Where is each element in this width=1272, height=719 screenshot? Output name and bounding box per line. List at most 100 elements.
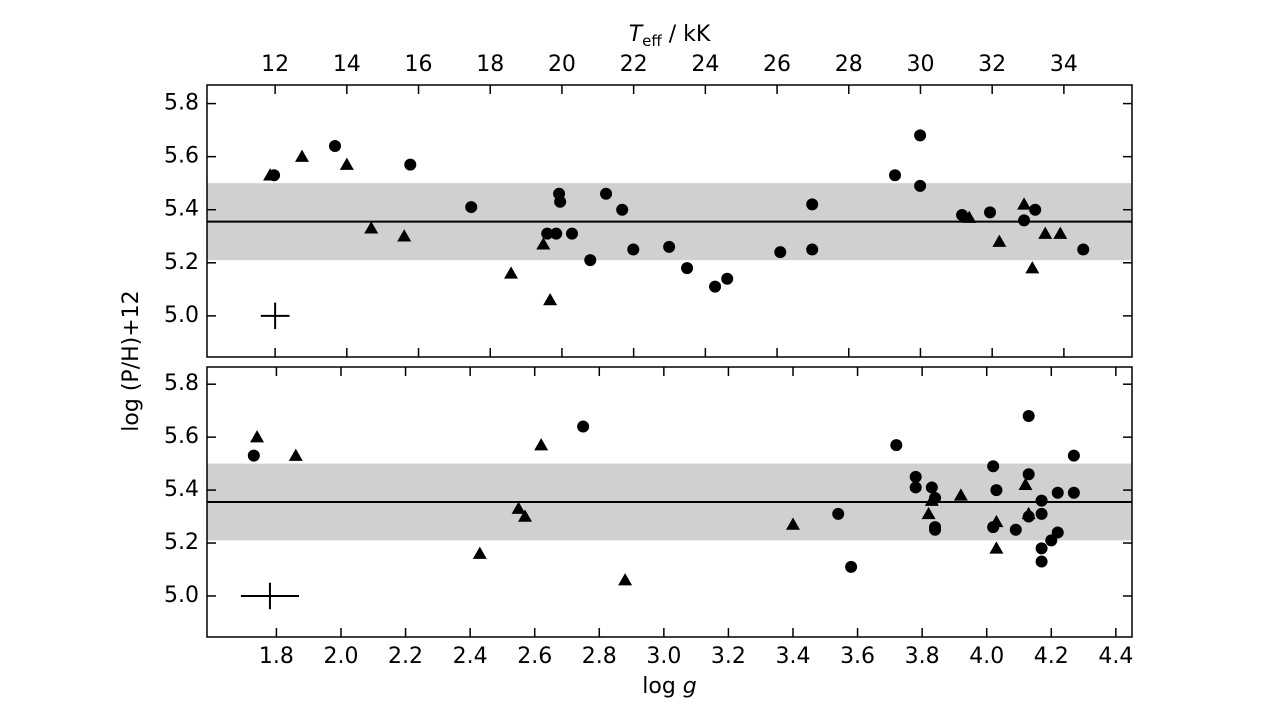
y-tick-label: 5.2 bbox=[164, 250, 199, 275]
circle-marker bbox=[909, 470, 922, 483]
circle-marker bbox=[404, 158, 417, 171]
x-axis-label: Teff / kK bbox=[629, 22, 711, 50]
triangle-marker bbox=[924, 493, 939, 506]
circle-marker bbox=[465, 201, 478, 214]
x-tick-label: 1.8 bbox=[259, 644, 294, 669]
circle-marker bbox=[845, 560, 858, 573]
x-tick-label: 32 bbox=[978, 52, 1006, 77]
circle-marker bbox=[914, 179, 927, 192]
circle-marker bbox=[1067, 449, 1080, 462]
circle-marker bbox=[663, 240, 676, 253]
triangle-marker bbox=[618, 573, 633, 586]
triangle-marker bbox=[989, 514, 1004, 528]
triangle-marker bbox=[543, 292, 558, 306]
plot-frame bbox=[206, 84, 1133, 358]
triangle-marker bbox=[1018, 477, 1033, 491]
triangle-marker bbox=[953, 488, 968, 501]
triangle-marker bbox=[536, 237, 551, 250]
circle-marker bbox=[990, 484, 1003, 497]
x-tick-label: 2.0 bbox=[323, 644, 358, 669]
x-tick-label: 2.4 bbox=[453, 644, 488, 669]
triangle-marker bbox=[504, 266, 519, 279]
triangle-marker bbox=[263, 168, 278, 181]
circle-marker bbox=[806, 243, 819, 256]
triangle-marker bbox=[518, 509, 533, 522]
plot-frame bbox=[206, 366, 1133, 638]
circle-marker bbox=[627, 243, 640, 256]
circle-marker bbox=[600, 187, 613, 200]
x-tick-label: 18 bbox=[476, 52, 504, 77]
y-tick-label: 5.4 bbox=[164, 197, 199, 222]
x-tick-label: 12 bbox=[261, 52, 289, 77]
circle-marker bbox=[328, 140, 341, 153]
x-tick-label: 14 bbox=[333, 52, 361, 77]
triangle-marker bbox=[1021, 506, 1036, 520]
triangle-marker bbox=[962, 210, 977, 223]
x-tick-label: 30 bbox=[906, 52, 934, 77]
x-tick-label: 26 bbox=[763, 52, 791, 77]
circle-marker bbox=[584, 254, 597, 267]
circle-marker bbox=[1035, 494, 1048, 507]
circle-marker bbox=[1009, 523, 1022, 536]
circle-marker bbox=[1045, 534, 1058, 547]
x-tick-label: 3.8 bbox=[905, 644, 940, 669]
circle-marker bbox=[554, 195, 567, 208]
circle-marker bbox=[925, 481, 938, 494]
triangle-marker bbox=[534, 438, 549, 451]
circle-marker bbox=[541, 227, 554, 240]
x-axis-label: log g bbox=[642, 674, 697, 699]
x-tick-label: 34 bbox=[1050, 52, 1078, 77]
triangle-marker bbox=[397, 229, 412, 242]
triangle-marker bbox=[295, 149, 310, 162]
triangle-marker bbox=[921, 506, 936, 520]
circle-marker bbox=[984, 206, 997, 219]
circle-marker bbox=[577, 420, 590, 433]
circle-marker bbox=[806, 198, 819, 211]
x-tick-label: 2.8 bbox=[582, 644, 617, 669]
circle-marker bbox=[1022, 409, 1035, 422]
x-tick-label: 16 bbox=[405, 52, 433, 77]
triangle-marker bbox=[511, 501, 526, 514]
circle-marker bbox=[1018, 214, 1031, 227]
circle-marker bbox=[709, 280, 722, 293]
x-tick-label: 4.4 bbox=[1098, 644, 1133, 669]
circle-marker bbox=[550, 227, 563, 240]
y-tick-label: 5.2 bbox=[164, 530, 199, 555]
circle-marker bbox=[1035, 555, 1048, 568]
x-tick-label: 2.6 bbox=[517, 644, 552, 669]
triangle-marker bbox=[364, 221, 379, 234]
circle-marker bbox=[1051, 526, 1064, 539]
circle-marker bbox=[909, 481, 922, 494]
x-tick-label: 3.4 bbox=[775, 644, 810, 669]
x-axis-label-part: eff bbox=[642, 32, 662, 50]
circle-marker bbox=[616, 203, 629, 216]
triangle-marker bbox=[1017, 197, 1032, 210]
y-tick-label: 5.4 bbox=[164, 477, 199, 502]
x-tick-label: 22 bbox=[620, 52, 648, 77]
y-tick-label: 5.6 bbox=[164, 144, 199, 169]
triangle-marker bbox=[785, 517, 800, 530]
y-tick-label: 5.0 bbox=[164, 583, 199, 608]
circle-marker bbox=[987, 460, 1000, 473]
y-tick-label: 5.0 bbox=[164, 303, 199, 328]
circle-marker bbox=[565, 227, 578, 240]
circle-marker bbox=[247, 449, 260, 462]
circle-marker bbox=[1035, 542, 1048, 555]
triangle-marker bbox=[472, 546, 487, 559]
x-tick-label: 3.2 bbox=[711, 644, 746, 669]
circle-marker bbox=[929, 523, 942, 536]
triangle-marker bbox=[989, 541, 1004, 554]
circle-marker bbox=[914, 129, 927, 142]
y-tick-label: 5.6 bbox=[164, 424, 199, 449]
y-axis-label: log (P/H)+12 bbox=[119, 290, 144, 431]
circle-marker bbox=[1022, 468, 1035, 481]
triangle-marker bbox=[250, 430, 265, 443]
x-tick-label: 4.0 bbox=[969, 644, 1004, 669]
triangle-marker bbox=[1038, 226, 1053, 239]
circle-marker bbox=[890, 439, 903, 452]
circle-marker bbox=[681, 262, 694, 275]
x-tick-label: 3.6 bbox=[840, 644, 875, 669]
circle-marker bbox=[1035, 507, 1048, 520]
